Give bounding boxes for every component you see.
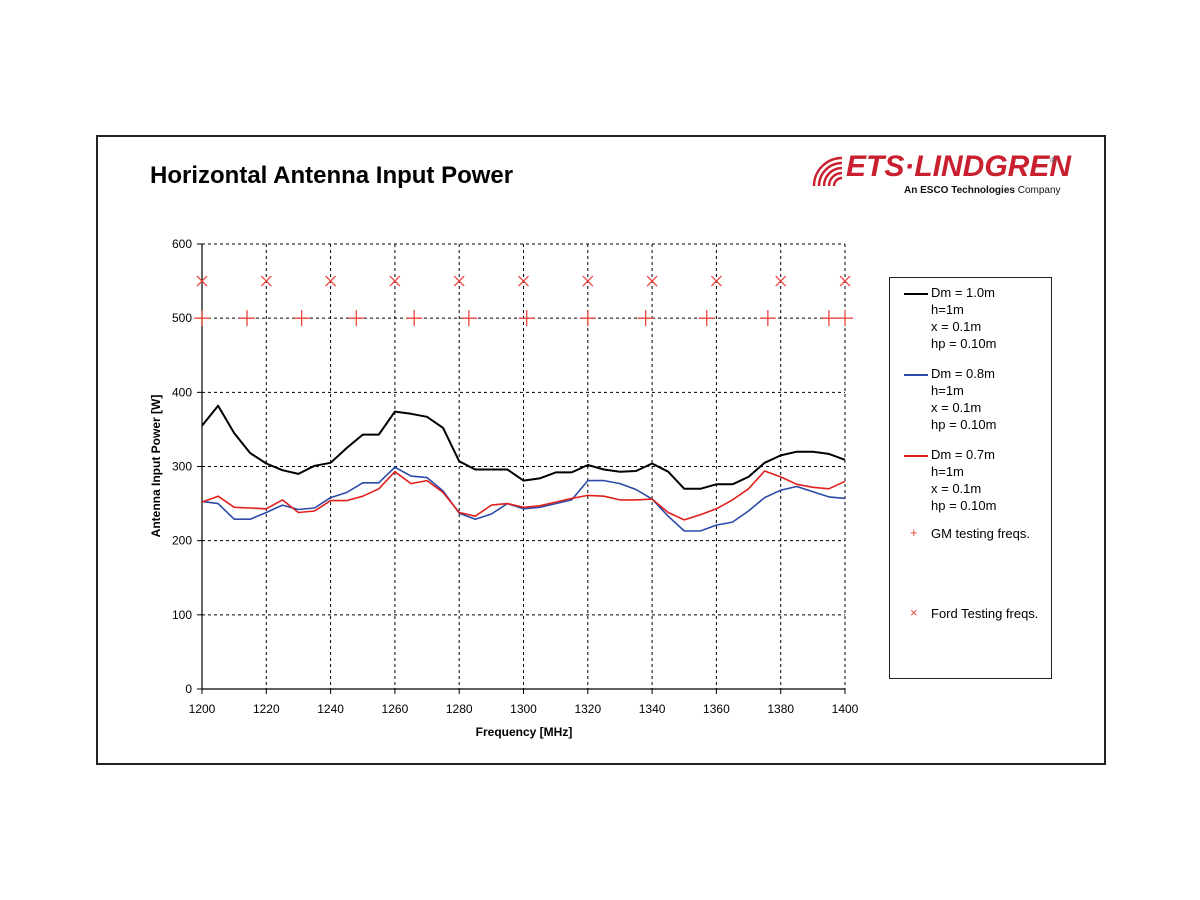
gm-plus-marker xyxy=(759,310,776,327)
y-tick-label: 400 xyxy=(172,385,192,399)
legend-line: h=1m xyxy=(931,383,964,398)
legend-swatch-red xyxy=(904,455,928,457)
x-tick-label: 1280 xyxy=(446,702,473,716)
x-tick-label: 1240 xyxy=(317,702,344,716)
gm-plus-marker xyxy=(579,310,596,327)
gm-plus-marker xyxy=(518,310,535,327)
cross-marker-icon: × xyxy=(910,605,918,620)
gm-plus-marker xyxy=(460,310,477,327)
series-line-0 xyxy=(201,404,846,490)
x-tick-label: 1340 xyxy=(639,702,666,716)
legend-swatch-blue xyxy=(904,374,928,376)
ford-cross-marker xyxy=(518,275,529,287)
legend-line: Dm = 0.8m xyxy=(931,366,995,381)
legend-text: Ford Testing freqs. xyxy=(931,606,1039,621)
y-tick-label: 500 xyxy=(172,311,192,325)
x-axis-label: Frequency [MHz] xyxy=(476,725,573,739)
series-line-2 xyxy=(201,470,846,521)
plus-marker-icon: + xyxy=(910,525,918,540)
legend-swatch-black xyxy=(904,293,928,295)
gm-plus-marker xyxy=(348,310,365,327)
ford-cross-marker xyxy=(389,275,401,287)
ford-cross-marker xyxy=(453,275,465,287)
x-tick-label: 1320 xyxy=(574,702,601,716)
ford-cross-marker xyxy=(582,275,594,287)
series-layer xyxy=(201,404,846,532)
legend-line: hp = 0.10m xyxy=(931,417,997,432)
marker-stroke xyxy=(582,275,594,287)
y-tick-label: 200 xyxy=(172,534,192,548)
marker-stroke xyxy=(839,275,851,287)
legend-line: h=1m xyxy=(931,464,964,479)
legend-text: Dm = 1.0m h=1m x = 0.1m hp = 0.10m xyxy=(931,284,996,352)
legend-line: h=1m xyxy=(931,302,964,317)
series-line-1 xyxy=(201,466,846,532)
marker-stroke xyxy=(196,275,208,287)
ford-cross-marker xyxy=(196,275,208,287)
gm-plus-marker xyxy=(194,310,210,327)
legend-line: Dm = 0.7m xyxy=(931,447,995,462)
marker-stroke xyxy=(710,275,722,287)
ford-cross-marker xyxy=(646,275,658,287)
ford-cross-marker xyxy=(775,275,787,287)
gm-plus-marker xyxy=(837,310,853,327)
logo-tagline-bold: An ESCO Technologies xyxy=(904,185,1015,196)
logo-name: ETS·LINDGREN xyxy=(846,150,1071,183)
chart-legend: Dm = 1.0m h=1m x = 0.1m hp = 0.10m Dm = … xyxy=(889,277,1052,679)
legend-text: GM testing freqs. xyxy=(931,526,1030,541)
logo-waves-icon xyxy=(812,156,843,186)
legend-line: x = 0.1m xyxy=(931,400,982,415)
grid-layer xyxy=(202,243,846,689)
marker-stroke xyxy=(518,275,529,287)
ford-cross-marker xyxy=(710,275,722,287)
x-tick-label: 1380 xyxy=(767,702,794,716)
logo-registered: ® xyxy=(1050,156,1056,165)
legend-line: x = 0.1m xyxy=(931,319,982,334)
y-tick-label: 300 xyxy=(172,460,192,474)
gm-plus-marker xyxy=(698,310,715,327)
legend-line: Dm = 1.0m xyxy=(931,285,995,300)
legend-line: hp = 0.10m xyxy=(931,498,997,513)
marker-stroke xyxy=(389,275,401,287)
x-tick-label: 1300 xyxy=(510,702,537,716)
x-tick-label: 1220 xyxy=(253,702,280,716)
page-title: Horizontal Antenna Input Power xyxy=(150,162,514,189)
logo-tagline: An ESCO Technologies Company xyxy=(904,185,1061,196)
marker-layer xyxy=(194,275,853,327)
marker-stroke xyxy=(260,275,272,287)
logo-tagline-rest: Company xyxy=(1014,185,1061,196)
gm-plus-marker xyxy=(406,310,423,327)
gm-plus-marker xyxy=(637,310,654,327)
gm-plus-marker xyxy=(293,310,310,327)
gm-plus-marker xyxy=(820,310,837,327)
marker-stroke xyxy=(325,275,337,287)
y-axis-label: Antenna Input Power [W] xyxy=(149,395,163,538)
legend-text: Dm = 0.8m h=1m x = 0.1m hp = 0.10m xyxy=(931,365,996,433)
ford-cross-marker xyxy=(839,275,851,287)
ets-lindgren-logo: ETS·LINDGREN ® An ESCO Technologies Comp… xyxy=(812,150,1071,200)
y-tick-label: 100 xyxy=(172,608,192,622)
marker-stroke xyxy=(453,275,465,287)
legend-line: x = 0.1m xyxy=(931,481,982,496)
marker-stroke xyxy=(775,275,787,287)
gm-plus-marker xyxy=(239,310,256,327)
axis-layer: 0 100 200 300 400 500 600 1200 1220 1240 1260 1280 1… xyxy=(172,237,859,716)
legend-line: hp = 0.10m xyxy=(931,336,997,351)
x-tick-label: 1200 xyxy=(189,702,216,716)
x-tick-label: 1400 xyxy=(832,702,859,716)
y-tick-label: 0 xyxy=(185,682,192,696)
x-tick-label: 1260 xyxy=(382,702,409,716)
ford-cross-marker xyxy=(325,275,337,287)
ford-cross-marker xyxy=(260,275,272,287)
marker-stroke xyxy=(646,275,658,287)
y-tick-label: 600 xyxy=(172,237,192,251)
x-tick-label: 1360 xyxy=(703,702,730,716)
legend-text: Dm = 0.7m h=1m x = 0.1m hp = 0.10m xyxy=(931,446,996,514)
